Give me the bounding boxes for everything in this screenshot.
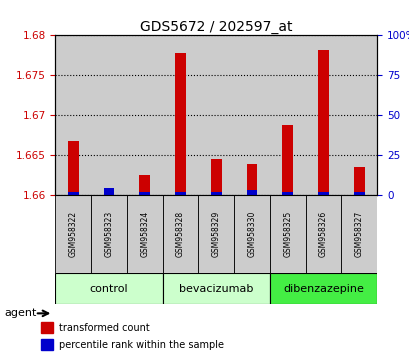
Bar (210, 192, 221, 195)
Bar (269, 35, 305, 195)
Bar (246, 165, 257, 195)
Bar (317, 50, 328, 195)
Bar (234, 35, 269, 195)
Bar (55, 273, 162, 304)
Text: GSM958322: GSM958322 (69, 211, 78, 257)
Bar (41, 339, 53, 350)
Bar (282, 125, 292, 195)
Bar (305, 35, 341, 195)
Text: transformed count: transformed count (59, 323, 150, 333)
Bar (341, 35, 376, 195)
Text: GSM958325: GSM958325 (283, 211, 292, 257)
Bar (55, 35, 91, 195)
Bar (341, 35, 376, 195)
Text: GSM958324: GSM958324 (140, 211, 149, 257)
Text: GSM958329: GSM958329 (211, 211, 220, 257)
Bar (341, 195, 376, 273)
Bar (91, 195, 126, 273)
Bar (353, 167, 364, 195)
Bar (126, 35, 162, 195)
Bar (139, 192, 150, 195)
Bar (269, 195, 305, 273)
Text: GSM958327: GSM958327 (354, 211, 363, 257)
Text: bevacizumab: bevacizumab (179, 284, 253, 293)
Bar (317, 192, 328, 195)
Bar (162, 35, 198, 195)
Bar (282, 192, 292, 195)
Bar (269, 35, 305, 195)
Text: percentile rank within the sample: percentile rank within the sample (59, 339, 224, 350)
Bar (68, 192, 79, 195)
Bar (198, 35, 234, 195)
Bar (210, 159, 221, 195)
Bar (353, 192, 364, 195)
Text: GSM958328: GSM958328 (175, 211, 184, 257)
Bar (305, 195, 341, 273)
Bar (246, 190, 257, 195)
Bar (162, 35, 198, 195)
Bar (126, 35, 162, 195)
Bar (68, 141, 79, 195)
Bar (126, 195, 162, 273)
Bar (41, 322, 53, 333)
Bar (55, 35, 91, 195)
Bar (234, 195, 269, 273)
Bar (175, 192, 185, 195)
Bar (103, 188, 114, 195)
Bar (91, 35, 126, 195)
Text: GSM958323: GSM958323 (104, 211, 113, 257)
Bar (162, 195, 198, 273)
Text: GSM958330: GSM958330 (247, 210, 256, 257)
Bar (305, 35, 341, 195)
Bar (269, 273, 376, 304)
Text: GSM958326: GSM958326 (318, 211, 327, 257)
Bar (175, 53, 185, 195)
Bar (91, 35, 126, 195)
Title: GDS5672 / 202597_at: GDS5672 / 202597_at (140, 21, 292, 34)
Bar (198, 195, 234, 273)
Bar (234, 35, 269, 195)
Bar (55, 195, 91, 273)
Bar (198, 35, 234, 195)
Text: control: control (90, 284, 128, 293)
Text: agent: agent (4, 308, 36, 318)
Bar (162, 273, 269, 304)
Bar (139, 175, 150, 195)
Text: dibenzazepine: dibenzazepine (283, 284, 363, 293)
Bar (103, 188, 114, 195)
